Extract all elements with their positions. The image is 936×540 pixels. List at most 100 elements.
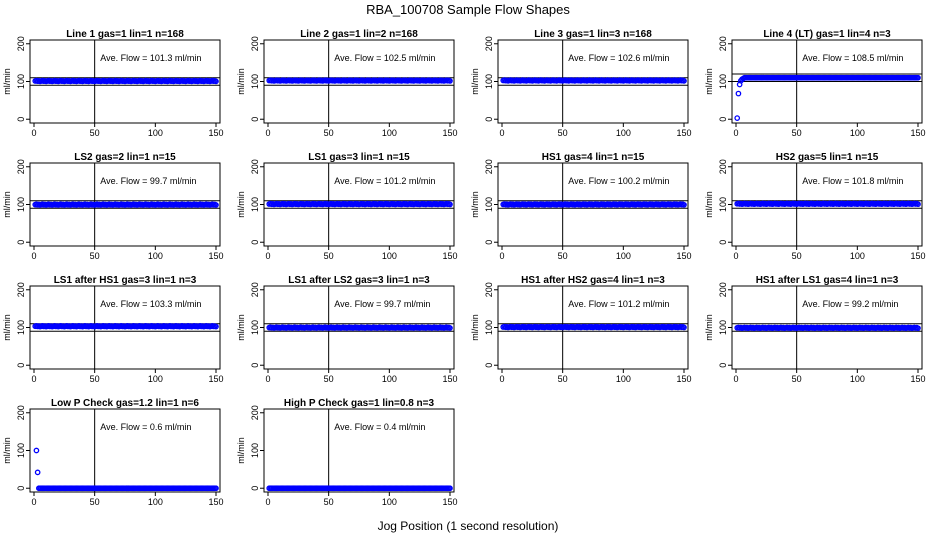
panel-title: High P Check gas=1 lin=0.8 n=3 — [284, 398, 435, 409]
average-flow-annotation: Ave. Flow = 0.6 ml/min — [100, 422, 191, 432]
x-tick-label: 100 — [382, 497, 397, 507]
x-tick-label: 150 — [208, 374, 223, 384]
x-tick-label: 50 — [558, 251, 568, 261]
average-flow-annotation: Ave. Flow = 103.3 ml/min — [100, 299, 201, 309]
y-axis-label: ml/min — [704, 68, 714, 95]
panel-title: Line 3 gas=1 lin=3 n=168 — [534, 29, 652, 40]
x-tick-label: 150 — [208, 251, 223, 261]
average-flow-annotation: Ave. Flow = 99.7 ml/min — [100, 176, 196, 186]
x-tick-label: 50 — [90, 128, 100, 138]
y-tick-label: 0 — [250, 363, 260, 368]
average-flow-annotation: Ave. Flow = 102.6 ml/min — [568, 53, 669, 63]
y-tick-label: 100 — [250, 443, 260, 458]
figure-x-axis-label: Jog Position (1 second resolution) — [377, 519, 559, 533]
data-point — [213, 78, 219, 85]
y-tick-label: 0 — [250, 117, 260, 122]
x-tick-label: 100 — [148, 251, 163, 261]
x-tick-label: 0 — [265, 497, 270, 507]
average-flow-annotation: Ave. Flow = 100.2 ml/min — [568, 176, 669, 186]
x-tick-label: 150 — [910, 251, 925, 261]
panel-title: HS1 gas=4 lin=1 n=15 — [542, 152, 645, 163]
x-tick-label: 150 — [910, 374, 925, 384]
x-tick-label: 50 — [90, 251, 100, 261]
x-tick-label: 100 — [382, 251, 397, 261]
y-axis-label: ml/min — [2, 314, 12, 341]
data-point — [447, 325, 453, 331]
y-tick-label: 100 — [16, 74, 26, 89]
data-point — [734, 115, 741, 121]
y-tick-label: 200 — [250, 282, 260, 297]
average-flow-annotation: Ave. Flow = 108.5 ml/min — [802, 53, 903, 63]
figure-title: RBA_100708 Sample Flow Shapes — [366, 2, 570, 17]
y-tick-label: 0 — [16, 240, 26, 245]
y-tick-label: 0 — [718, 240, 728, 245]
y-tick-label: 0 — [484, 363, 494, 368]
y-tick-label: 0 — [718, 363, 728, 368]
x-tick-label: 150 — [442, 497, 457, 507]
panel-title: LS1 after HS1 gas=3 lin=1 n=3 — [54, 275, 197, 286]
y-tick-label: 100 — [250, 320, 260, 335]
x-tick-label: 100 — [616, 251, 631, 261]
y-tick-label: 0 — [16, 486, 26, 491]
panel-title: LS2 gas=2 lin=1 n=15 — [74, 152, 176, 163]
y-axis-label: ml/min — [704, 191, 714, 218]
panel-title: LS1 after LS2 gas=3 lin=1 n=3 — [288, 275, 430, 286]
data-point — [447, 201, 453, 208]
panel-title: LS1 gas=3 lin=1 n=15 — [308, 152, 410, 163]
x-tick-label: 100 — [850, 374, 865, 384]
x-tick-label: 0 — [265, 128, 270, 138]
x-tick-label: 150 — [676, 251, 691, 261]
y-axis-label: ml/min — [236, 191, 246, 218]
y-tick-label: 0 — [484, 240, 494, 245]
y-tick-label: 200 — [250, 405, 260, 420]
x-tick-label: 50 — [324, 251, 334, 261]
data-point — [915, 74, 921, 81]
x-tick-label: 150 — [676, 128, 691, 138]
x-tick-label: 50 — [558, 374, 568, 384]
y-tick-label: 200 — [484, 36, 494, 51]
y-tick-label: 100 — [16, 197, 26, 212]
panel-title: Line 2 gas=1 lin=2 n=168 — [300, 29, 418, 40]
data-point — [213, 323, 219, 330]
panel-title: Low P Check gas=1.2 lin=1 n=6 — [51, 398, 199, 409]
x-tick-label: 0 — [733, 374, 738, 384]
x-tick-label: 50 — [792, 374, 802, 384]
y-axis-label: ml/min — [470, 191, 480, 218]
y-axis-label: ml/min — [2, 68, 12, 95]
x-tick-label: 0 — [265, 251, 270, 261]
panel-title: HS1 after HS2 gas=4 lin=1 n=3 — [521, 275, 665, 286]
average-flow-annotation: Ave. Flow = 101.8 ml/min — [802, 176, 903, 186]
x-tick-label: 0 — [499, 128, 504, 138]
y-tick-label: 100 — [718, 320, 728, 335]
x-tick-label: 0 — [31, 497, 36, 507]
x-tick-label: 150 — [442, 128, 457, 138]
x-tick-label: 0 — [733, 251, 738, 261]
x-tick-label: 0 — [499, 251, 504, 261]
x-tick-label: 50 — [324, 374, 334, 384]
y-tick-label: 0 — [484, 117, 494, 122]
x-tick-label: 150 — [208, 128, 223, 138]
x-tick-label: 150 — [442, 374, 457, 384]
y-tick-label: 0 — [718, 117, 728, 122]
data-point — [681, 201, 687, 208]
data-point — [33, 447, 40, 454]
y-axis-label: ml/min — [236, 314, 246, 341]
x-tick-label: 0 — [265, 374, 270, 384]
x-tick-label: 100 — [148, 497, 163, 507]
x-tick-label: 100 — [382, 128, 397, 138]
data-point — [915, 325, 921, 332]
data-point — [213, 202, 219, 208]
x-tick-label: 100 — [382, 374, 397, 384]
y-tick-label: 200 — [718, 36, 728, 51]
x-tick-label: 50 — [792, 251, 802, 261]
x-tick-label: 100 — [148, 128, 163, 138]
y-axis-label: ml/min — [2, 437, 12, 464]
y-axis-label: ml/min — [704, 314, 714, 341]
y-axis-label: ml/min — [236, 68, 246, 95]
y-tick-label: 100 — [250, 74, 260, 89]
y-tick-label: 100 — [484, 320, 494, 335]
data-point — [735, 90, 742, 97]
y-tick-label: 100 — [250, 197, 260, 212]
data-point — [34, 469, 41, 476]
